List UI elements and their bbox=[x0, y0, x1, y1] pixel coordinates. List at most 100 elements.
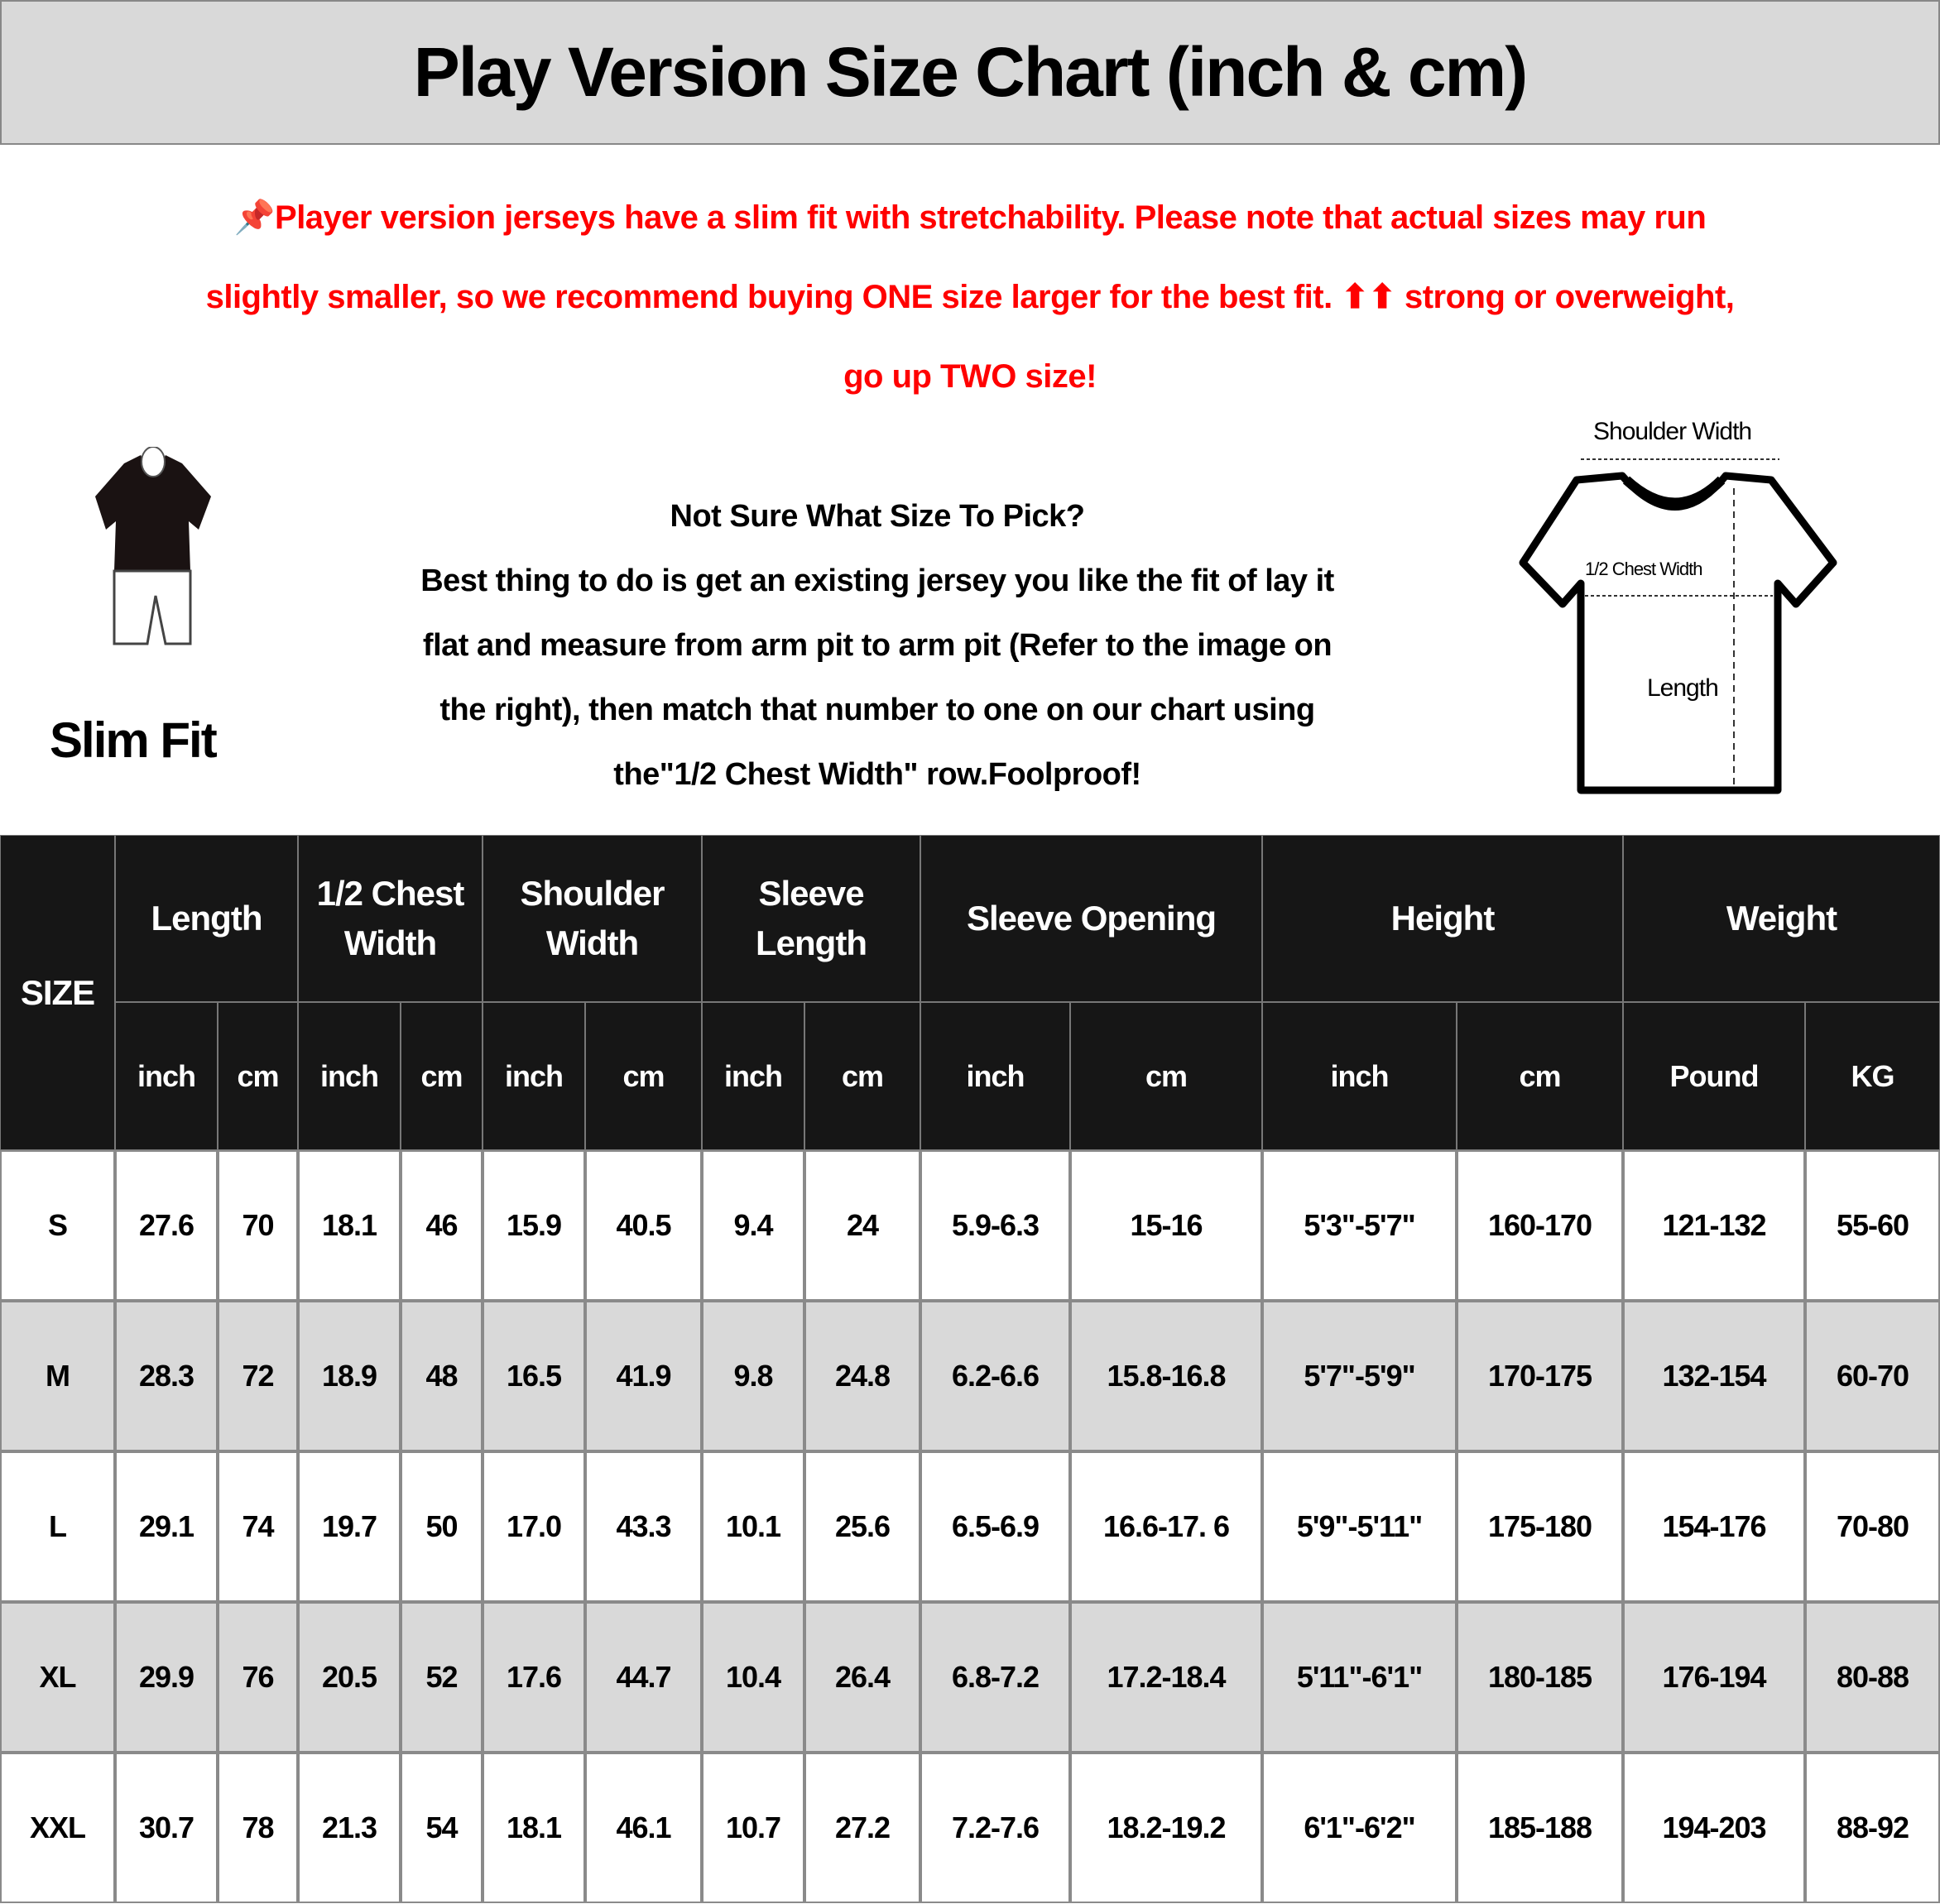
table-cell: 43.3 bbox=[585, 1451, 702, 1602]
table-cell: 194-203 bbox=[1623, 1753, 1805, 1903]
table-cell: 176-194 bbox=[1623, 1602, 1805, 1753]
table-cell: 16.5 bbox=[483, 1301, 585, 1451]
table-cell: 5'9"-5'11" bbox=[1262, 1451, 1457, 1602]
table-cell: 18.1 bbox=[483, 1753, 585, 1903]
table-cell: 19.7 bbox=[298, 1451, 401, 1602]
table-cell: 5'3"-5'7" bbox=[1262, 1150, 1457, 1301]
size-label: M bbox=[0, 1301, 115, 1451]
table-cell: 16.6-17. 6 bbox=[1070, 1451, 1262, 1602]
table-cell: 160-170 bbox=[1457, 1150, 1623, 1301]
slim-fit-label: Slim Fit bbox=[50, 712, 218, 768]
unit-header: cm bbox=[218, 1002, 298, 1150]
table-cell: 17.6 bbox=[483, 1602, 585, 1753]
unit-header: cm bbox=[401, 1002, 483, 1150]
size-label: XXL bbox=[0, 1753, 115, 1903]
table-cell: 180-185 bbox=[1457, 1602, 1623, 1753]
table-cell: 26.4 bbox=[804, 1602, 920, 1753]
table-cell: 5'7"-5'9" bbox=[1262, 1301, 1457, 1451]
size-table: SIZE Length 1/2 Chest Width Shoulder Width S… bbox=[0, 835, 1940, 1904]
column-group-header: Sleeve Opening bbox=[920, 835, 1262, 1002]
table-cell: 46 bbox=[401, 1150, 483, 1301]
table-cell: 40.5 bbox=[585, 1150, 702, 1301]
table-cell: 24.8 bbox=[804, 1301, 920, 1451]
column-group-header: 1/2 Chest Width bbox=[298, 835, 483, 1002]
table-cell: 10.1 bbox=[702, 1451, 804, 1602]
table-cell: 15-16 bbox=[1070, 1150, 1262, 1301]
table-cell: 7.2-7.6 bbox=[920, 1753, 1070, 1903]
unit-header: inch bbox=[1262, 1002, 1457, 1150]
unit-header: cm bbox=[585, 1002, 702, 1150]
table-cell: 28.3 bbox=[115, 1301, 218, 1451]
unit-header: cm bbox=[1457, 1002, 1623, 1150]
table-cell: 20.5 bbox=[298, 1602, 401, 1753]
table-cell: 18.9 bbox=[298, 1301, 401, 1451]
table-cell: 170-175 bbox=[1457, 1301, 1623, 1451]
table-cell: 6.8-7.2 bbox=[920, 1602, 1070, 1753]
table-cell: 52 bbox=[401, 1602, 483, 1753]
table-cell: 80-88 bbox=[1805, 1602, 1940, 1753]
table-cell: 6'1"-6'2" bbox=[1262, 1753, 1457, 1903]
table-cell: 48 bbox=[401, 1301, 483, 1451]
chest-width-label: 1/2 Chest Width bbox=[1585, 559, 1703, 579]
size-help-text: Not Sure What Size To Pick? Best thing t… bbox=[420, 499, 1334, 792]
table-cell: 50 bbox=[401, 1451, 483, 1602]
table-cell: 25.6 bbox=[804, 1451, 920, 1602]
size-header: SIZE bbox=[0, 835, 115, 1150]
table-cell: 132-154 bbox=[1623, 1301, 1805, 1451]
unit-header: Pound bbox=[1623, 1002, 1805, 1150]
table-cell: 10.7 bbox=[702, 1753, 804, 1903]
unit-header: inch bbox=[115, 1002, 218, 1150]
table-cell: 17.2-18.4 bbox=[1070, 1602, 1262, 1753]
unit-header: inch bbox=[298, 1002, 401, 1150]
table-cell: 78 bbox=[218, 1753, 298, 1903]
table-cell: 18.2-19.2 bbox=[1070, 1753, 1262, 1903]
table-cell: 60-70 bbox=[1805, 1301, 1940, 1451]
table-cell: 5.9-6.3 bbox=[920, 1150, 1070, 1301]
column-group-header: Weight bbox=[1623, 835, 1940, 1002]
size-label: S bbox=[0, 1150, 115, 1301]
table-cell: 72 bbox=[218, 1301, 298, 1451]
table-cell: 55-60 bbox=[1805, 1150, 1940, 1301]
table-cell: 70 bbox=[218, 1150, 298, 1301]
table-cell: 41.9 bbox=[585, 1301, 702, 1451]
tshirt-outline-icon bbox=[1519, 458, 1837, 794]
table-cell: 21.3 bbox=[298, 1753, 401, 1903]
column-group-header: Height bbox=[1262, 835, 1623, 1002]
fit-notice: 📌Player version jerseys have a slim fit … bbox=[205, 199, 1735, 395]
table-cell: 76 bbox=[218, 1602, 298, 1753]
table-cell: 54 bbox=[401, 1753, 483, 1903]
table-cell: 9.8 bbox=[702, 1301, 804, 1451]
measurement-diagram: Shoulder Width 1/2 Chest Width Length bbox=[1515, 414, 1846, 803]
table-cell: 29.1 bbox=[115, 1451, 218, 1602]
size-label: L bbox=[0, 1451, 115, 1602]
table-cell: 6.2-6.6 bbox=[920, 1301, 1070, 1451]
unit-header: inch bbox=[702, 1002, 804, 1150]
unit-header: inch bbox=[920, 1002, 1070, 1150]
table-cell: 27.2 bbox=[804, 1753, 920, 1903]
table-cell: 44.7 bbox=[585, 1602, 702, 1753]
slim-fit-mannequin-icon bbox=[95, 447, 211, 645]
table-cell: 30.7 bbox=[115, 1753, 218, 1903]
pushpin-icon: 📌 bbox=[233, 199, 276, 236]
table-cell: 5'11"-6'1" bbox=[1262, 1602, 1457, 1753]
table-cell: 17.0 bbox=[483, 1451, 585, 1602]
length-label: Length bbox=[1647, 674, 1719, 702]
table-cell: 24 bbox=[804, 1150, 920, 1301]
table-cell: 74 bbox=[218, 1451, 298, 1602]
table-cell: 15.9 bbox=[483, 1150, 585, 1301]
column-group-header: Length bbox=[115, 835, 298, 1002]
unit-header: inch bbox=[483, 1002, 585, 1150]
table-cell: 88-92 bbox=[1805, 1753, 1940, 1903]
table-cell: 29.9 bbox=[115, 1602, 218, 1753]
unit-header: cm bbox=[1070, 1002, 1262, 1150]
table-cell: 154-176 bbox=[1623, 1451, 1805, 1602]
shoulder-width-label: Shoulder Width bbox=[1593, 418, 1752, 445]
table-cell: 10.4 bbox=[702, 1602, 804, 1753]
table-cell: 18.1 bbox=[298, 1150, 401, 1301]
column-group-header: Shoulder Width bbox=[483, 835, 702, 1002]
chart-title: Play Version Size Chart (inch & cm) bbox=[0, 0, 1940, 145]
table-cell: 175-180 bbox=[1457, 1451, 1623, 1602]
size-label: XL bbox=[0, 1602, 115, 1753]
table-cell: 185-188 bbox=[1457, 1753, 1623, 1903]
table-cell: 15.8-16.8 bbox=[1070, 1301, 1262, 1451]
